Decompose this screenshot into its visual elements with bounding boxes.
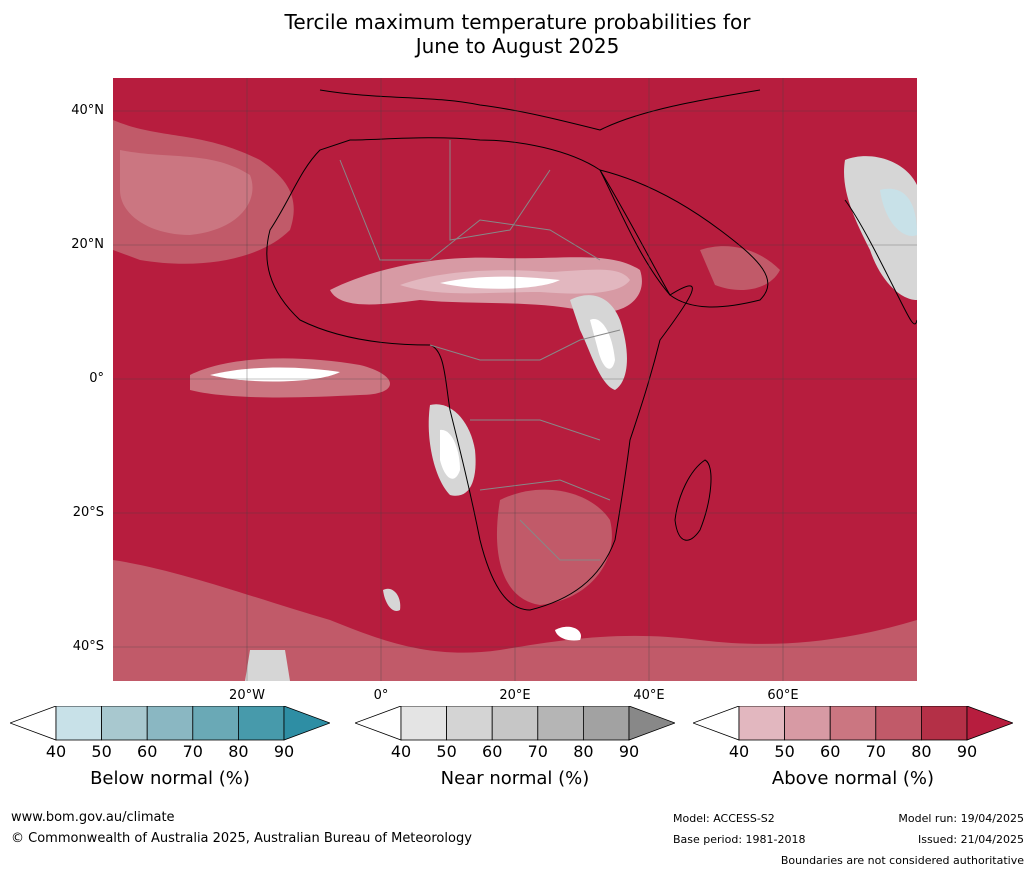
region-equatorial-white [210, 367, 340, 382]
colorbar-segment [237, 706, 285, 741]
colorbar-tick-label: 50 [774, 742, 795, 761]
lon-label-40e: 40°E [633, 688, 665, 703]
colorbar-tick-label: 40 [728, 742, 750, 761]
colorbar-segment [146, 706, 194, 741]
colorbar-near-normal: 40 50 60 70 80 90 Near normal (%) [355, 706, 675, 806]
lat-label-0: 0° [89, 371, 104, 386]
region-india-below [880, 188, 917, 236]
colorbar-tick-label: 60 [482, 742, 503, 761]
lat-label-20n: 20°N [71, 237, 104, 252]
colorbar-title: Near normal (%) [440, 768, 590, 789]
colorbar-tick-label: 80 [911, 742, 932, 761]
colorbar-swatches [693, 706, 1013, 741]
colorbar-title: Above normal (%) [771, 768, 935, 789]
colorbar-segment [192, 706, 239, 741]
lon-label-60e: 60°E [767, 688, 799, 703]
madagascar-outline [674, 459, 712, 541]
region-arabia [700, 246, 780, 290]
colorbar-segment [582, 706, 630, 741]
colorbar-tick-label: 80 [573, 742, 594, 761]
map-title: Tercile maximum temperature probabilitie… [0, 10, 1035, 58]
colorbar-tick-label: 90 [618, 742, 640, 761]
footer-copyright: © Commonwealth of Australia 2025, Austra… [11, 831, 472, 846]
colorbar-swatches [10, 706, 330, 741]
colorbar-segment [784, 706, 831, 741]
colorbar-tick-label: 90 [956, 742, 978, 761]
colorbar-max-arrow [283, 706, 330, 741]
region-southern-ocean-patch [383, 588, 401, 611]
colorbar-below-normal: 40 50 60 70 80 90 Below normal (%) [10, 706, 330, 806]
region-east-africa-white [590, 319, 615, 369]
region-southern-ocean [113, 560, 917, 681]
colorbar-tick-label: 50 [436, 742, 457, 761]
colorbar-min-arrow [693, 706, 740, 741]
region-southern-ocean-grey [245, 650, 290, 681]
colorbar-min-arrow [355, 706, 402, 741]
colorbar-tick-label: 60 [820, 742, 841, 761]
colorbar-tick-label: 40 [45, 742, 67, 761]
region-southern-africa [496, 489, 612, 605]
title-line-2: June to August 2025 [415, 34, 620, 58]
lon-label-20e: 20°E [499, 688, 531, 703]
lon-label-0: 0° [373, 688, 389, 703]
footer-model-run: Model run: 19/04/2025 [898, 812, 1024, 825]
graticule [113, 78, 917, 681]
colorbar-tick-label: 60 [137, 742, 158, 761]
colorbar-tick-label: 90 [273, 742, 295, 761]
region-southern-ocean-white [555, 626, 581, 641]
colorbar-segment [491, 706, 539, 741]
footer-url: www.bom.gov.au/climate [11, 810, 175, 825]
footer-issued: Issued: 21/04/2025 [917, 833, 1024, 846]
colorbar-segment [55, 706, 102, 741]
country-borders [339, 140, 621, 561]
colorbar-title: Below normal (%) [90, 768, 250, 789]
footer-disclaimer: Boundaries are not considered authoritat… [780, 854, 1024, 867]
colorbar-tick-label: 50 [91, 742, 112, 761]
colorbar-segment [920, 706, 968, 741]
colorbar-segment [738, 706, 785, 741]
colorbar-tick-label: 80 [228, 742, 249, 761]
colorbar-max-arrow [966, 706, 1013, 741]
colorbar-segment [875, 706, 922, 741]
lat-label-40s: 40°S [72, 639, 104, 654]
colorbar-max-arrow [628, 706, 675, 741]
colorbar-segment [400, 706, 447, 741]
region-north-atlantic-inner [120, 150, 253, 235]
footer-base-period: Base period: 1981-2018 [673, 833, 806, 846]
colorbar-tick-label: 70 [182, 742, 203, 761]
footer-model: Model: ACCESS-S2 [673, 812, 775, 825]
colorbar-tick-label: 70 [527, 742, 548, 761]
colorbar-segment [101, 706, 148, 741]
india-outline [844, 199, 917, 325]
title-line-1: Tercile maximum temperature probabilitie… [284, 10, 751, 34]
region-sahel-white [440, 276, 560, 289]
region-namibia-white [440, 429, 460, 479]
lat-label-40n: 40°N [71, 103, 104, 118]
colorbar-segment [829, 706, 877, 741]
colorbar-segment [537, 706, 584, 741]
lon-label-20w: 20°W [229, 688, 265, 703]
colorbar-above-normal: 40 50 60 70 80 90 Above normal (%) [693, 706, 1013, 806]
lat-label-20s: 20°S [72, 505, 104, 520]
colorbar-swatches [355, 706, 675, 741]
colorbar-tick-label: 70 [865, 742, 886, 761]
colorbar-tick-label: 40 [390, 742, 412, 761]
colorbar-segment [446, 706, 493, 741]
colorbar-min-arrow [10, 706, 57, 741]
europe-coast [319, 89, 761, 131]
